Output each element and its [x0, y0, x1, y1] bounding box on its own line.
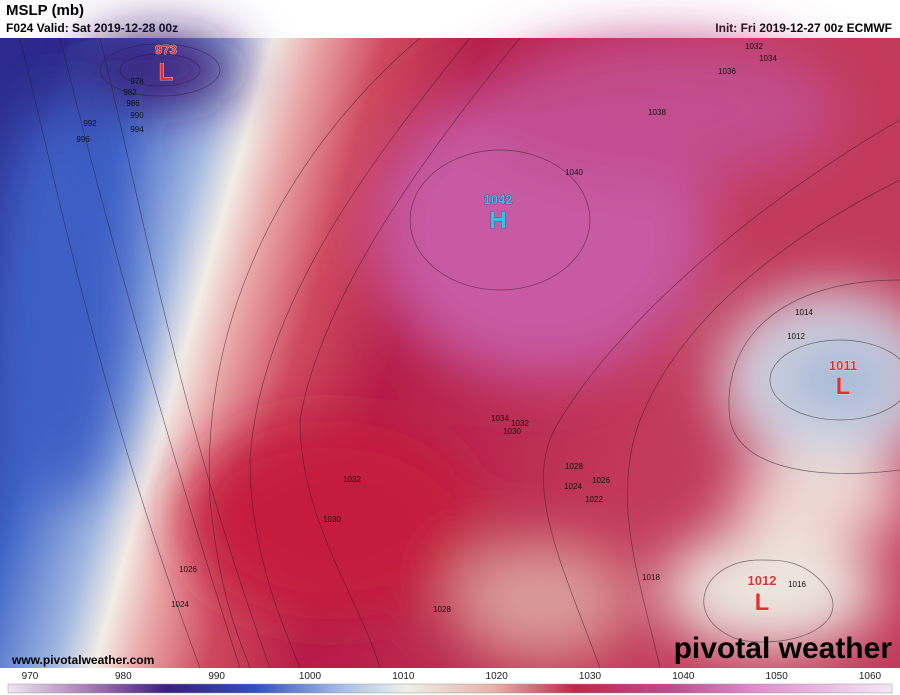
- contour-label: 1032: [511, 419, 529, 428]
- center-value: 1011: [829, 358, 857, 373]
- footer-url: www.pivotalweather.com: [11, 653, 154, 667]
- center-type: L: [159, 59, 174, 86]
- contour-label: 994: [130, 125, 144, 134]
- colorbar-tick-label: 1040: [672, 671, 695, 682]
- contour-label: 1032: [745, 42, 763, 51]
- contour-label: 996: [76, 135, 90, 144]
- title: MSLP (mb): [6, 2, 85, 19]
- contour-label: 992: [83, 119, 97, 128]
- colorbar: [7, 683, 893, 694]
- contour-label: 1028: [433, 605, 451, 614]
- contour-label: 1034: [491, 414, 509, 423]
- contour-label: 986: [126, 99, 140, 108]
- colorbar-tick-label: 1060: [859, 671, 882, 682]
- contour-label: 1024: [171, 600, 189, 609]
- colorbar-tick-label: 1030: [579, 671, 602, 682]
- contour-label: 1018: [642, 573, 660, 582]
- contour-label: 1014: [795, 308, 813, 317]
- center-value: 1042: [484, 192, 513, 207]
- contour-label: 1034: [759, 54, 777, 63]
- center-type: L: [755, 589, 770, 616]
- colorbar-ticks: 970 980 990 1000 1010 1020 1030 1040 1050 1060: [22, 671, 882, 682]
- contour-label: 982: [123, 88, 137, 97]
- pressure-centers: 973 L 1042 H 1011 L 1012 L: [155, 42, 858, 617]
- colorbar-tick-label: 1010: [392, 671, 415, 682]
- contour-label: 990: [130, 111, 144, 120]
- colorbar-tick-label: 1050: [766, 671, 789, 682]
- colorbar-tick-label: 1000: [299, 671, 322, 682]
- contour-label: 1016: [788, 580, 806, 589]
- contour-label: 1022: [585, 495, 603, 504]
- contour-label: 978: [130, 77, 144, 86]
- colorbar-tick-label: 980: [115, 671, 132, 682]
- colorbar-tick-label: 990: [208, 671, 225, 682]
- center-type: H: [489, 207, 506, 234]
- contour-label: 1028: [565, 462, 583, 471]
- isobars: [19, 37, 900, 669]
- contour-label: 1038: [648, 108, 666, 117]
- logo: pivotal weather: [674, 632, 893, 665]
- colorbar-tick-label: 1020: [486, 671, 509, 682]
- contour-label: 1030: [503, 427, 521, 436]
- init-time: Init: Fri 2019-12-27 00z ECMWF: [715, 21, 892, 35]
- contour-labels: 978 982 986 990 992 994 996 1032 1034 10…: [76, 42, 813, 614]
- contour-label: 1026: [592, 476, 610, 485]
- colorbar-tick-label: 970: [22, 671, 39, 682]
- contour-label: 1040: [565, 168, 583, 177]
- contour-label: 1026: [179, 565, 197, 574]
- center-value: 1012: [748, 573, 777, 588]
- center-value: 973: [155, 42, 177, 57]
- valid-time: F024 Valid: Sat 2019-12-28 00z: [6, 21, 179, 35]
- contour-label: 1030: [323, 515, 341, 524]
- center-type: L: [836, 373, 851, 400]
- contour-label: 1012: [787, 332, 805, 341]
- pressure-field: [0, 35, 900, 660]
- contour-label: 1032: [343, 475, 361, 484]
- contour-label: 1024: [564, 482, 582, 491]
- contour-label: 1036: [718, 67, 736, 76]
